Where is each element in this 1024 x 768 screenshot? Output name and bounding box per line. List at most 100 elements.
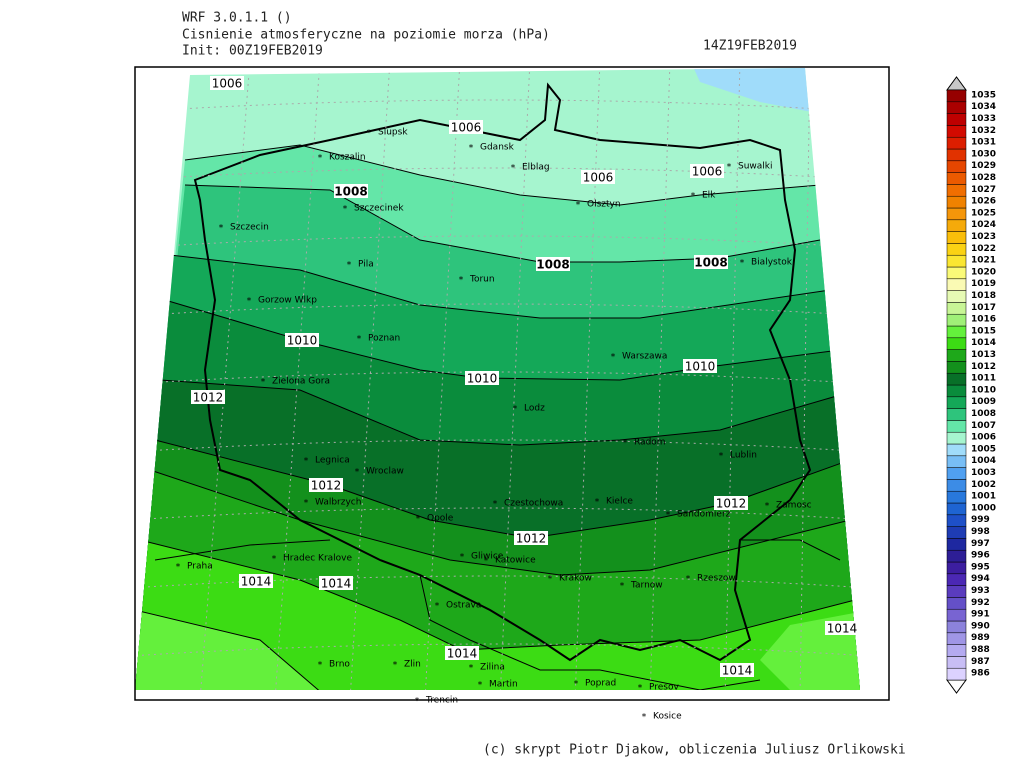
colorbar-swatch bbox=[946, 113, 967, 126]
colorbar-swatch bbox=[946, 290, 967, 303]
colorbar-swatch bbox=[946, 302, 967, 315]
city-label: Poprad bbox=[585, 679, 616, 689]
colorbar-label: 1011 bbox=[971, 374, 996, 384]
isobar-label-box bbox=[309, 478, 343, 492]
colorbar-swatch bbox=[946, 160, 967, 173]
map-frame bbox=[134, 66, 890, 701]
city-label: Lodz bbox=[524, 404, 545, 414]
colorbar-label: 988 bbox=[971, 645, 990, 655]
colorbar-label: 1029 bbox=[971, 161, 996, 171]
city-label: Rzeszow bbox=[697, 574, 736, 584]
isobar-label-box bbox=[714, 496, 748, 510]
isobar-label: 1014 bbox=[321, 577, 352, 591]
city-marker: * bbox=[304, 499, 309, 509]
colorbar-label: 999 bbox=[971, 515, 990, 525]
city-marker: * bbox=[765, 502, 770, 512]
colorbar-label: 989 bbox=[971, 633, 990, 643]
city-label: Gorzow Wlkp bbox=[258, 296, 317, 306]
colorbar-label: 1003 bbox=[971, 468, 996, 478]
isobar-label: 1014 bbox=[241, 575, 272, 589]
colorbar-label: 1004 bbox=[971, 456, 996, 466]
isobar-label-box bbox=[239, 574, 273, 588]
city-marker: * bbox=[261, 378, 266, 388]
graticule bbox=[135, 68, 860, 690]
city-marker: * bbox=[574, 680, 579, 690]
isobar-label-box bbox=[536, 257, 570, 271]
isobar-label: 1012 bbox=[193, 391, 224, 405]
meridian bbox=[424, 68, 461, 690]
colorbar-swatch bbox=[946, 384, 967, 398]
city-label: Bialystok bbox=[751, 258, 793, 268]
city-marker: * bbox=[719, 452, 724, 462]
colorbar-swatch bbox=[946, 620, 967, 634]
city-marker: * bbox=[367, 129, 372, 139]
city-label: Tarnow bbox=[630, 581, 663, 591]
city-label: Kosice bbox=[653, 712, 682, 722]
isobar-label-box bbox=[210, 76, 244, 90]
borders bbox=[154, 82, 841, 690]
colorbar-swatch bbox=[946, 325, 967, 339]
colorbar-label: 1007 bbox=[971, 421, 996, 431]
colorbar-label: 1017 bbox=[971, 303, 996, 313]
colorbar-label: 1000 bbox=[971, 503, 996, 513]
colorbar-swatch bbox=[946, 538, 967, 551]
isobar-label-box bbox=[825, 621, 859, 635]
isobar-label: 1014 bbox=[722, 664, 753, 678]
isobar-label: 1014 bbox=[827, 622, 858, 636]
meridian bbox=[274, 68, 321, 690]
colorbar-swatch bbox=[946, 455, 967, 468]
colorbar-label: 1013 bbox=[971, 350, 996, 360]
city-label: Wroclaw bbox=[366, 467, 404, 477]
colorbar-swatch bbox=[946, 254, 967, 268]
city-label: Zlin bbox=[404, 660, 421, 670]
colorbar-swatch bbox=[946, 644, 967, 657]
colorbar-swatch bbox=[946, 266, 967, 280]
colorbar-swatch bbox=[946, 597, 967, 610]
colorbar-label: 997 bbox=[971, 539, 990, 549]
isobar-label: 1006 bbox=[692, 165, 723, 179]
isobar-label: 1008 bbox=[694, 256, 727, 270]
colorbar-swatch bbox=[946, 408, 967, 421]
colorbar-swatch bbox=[946, 443, 967, 457]
isobar-label-box bbox=[514, 531, 548, 545]
colorbar-swatch bbox=[946, 195, 967, 209]
colorbar-label: 1016 bbox=[971, 315, 996, 325]
city-marker: * bbox=[272, 555, 277, 565]
colorbar-label: 1014 bbox=[971, 338, 996, 348]
colorbar-label: 1022 bbox=[971, 244, 996, 254]
colorbar-swatch bbox=[946, 148, 967, 162]
city-marker: * bbox=[727, 163, 732, 173]
city-marker: * bbox=[469, 144, 474, 154]
colorbar-label: 1009 bbox=[971, 397, 996, 407]
isobar-label: 1012 bbox=[311, 479, 342, 493]
pressure-band bbox=[135, 610, 330, 690]
colorbar-label: 1020 bbox=[971, 267, 996, 277]
colorbar-swatch bbox=[946, 136, 967, 150]
colorbar-swatch bbox=[946, 561, 967, 575]
init-time: Init: 00Z19FEB2019 bbox=[182, 44, 323, 59]
city-label: Martin bbox=[489, 680, 518, 690]
city-marker: * bbox=[355, 468, 360, 478]
colorbar-label: 1010 bbox=[971, 385, 996, 395]
colorbar-swatch bbox=[946, 396, 967, 409]
city-label: Krakow bbox=[559, 574, 592, 584]
city-label: Gdansk bbox=[480, 143, 515, 153]
colorbar-swatch bbox=[946, 431, 967, 445]
city-marker: * bbox=[219, 224, 224, 234]
city-marker: * bbox=[623, 439, 628, 449]
isobar-label-box bbox=[449, 120, 483, 134]
city-label: Olsztyn bbox=[587, 200, 621, 210]
colorbar-swatch bbox=[946, 573, 967, 586]
isobar-label-box bbox=[445, 646, 479, 660]
isobar-label-box bbox=[683, 359, 717, 373]
colorbar-swatch bbox=[946, 467, 967, 480]
city-label: Szczecinek bbox=[354, 204, 404, 214]
colorbar-label: 991 bbox=[971, 610, 990, 620]
colorbar-swatch bbox=[946, 243, 967, 256]
colorbar-swatch bbox=[946, 231, 967, 244]
city-label: Gliwice bbox=[471, 552, 504, 562]
city-label: Hradec Kralove bbox=[283, 554, 352, 564]
colorbar-label: 1026 bbox=[971, 197, 996, 207]
isobar-label-box bbox=[694, 255, 728, 269]
